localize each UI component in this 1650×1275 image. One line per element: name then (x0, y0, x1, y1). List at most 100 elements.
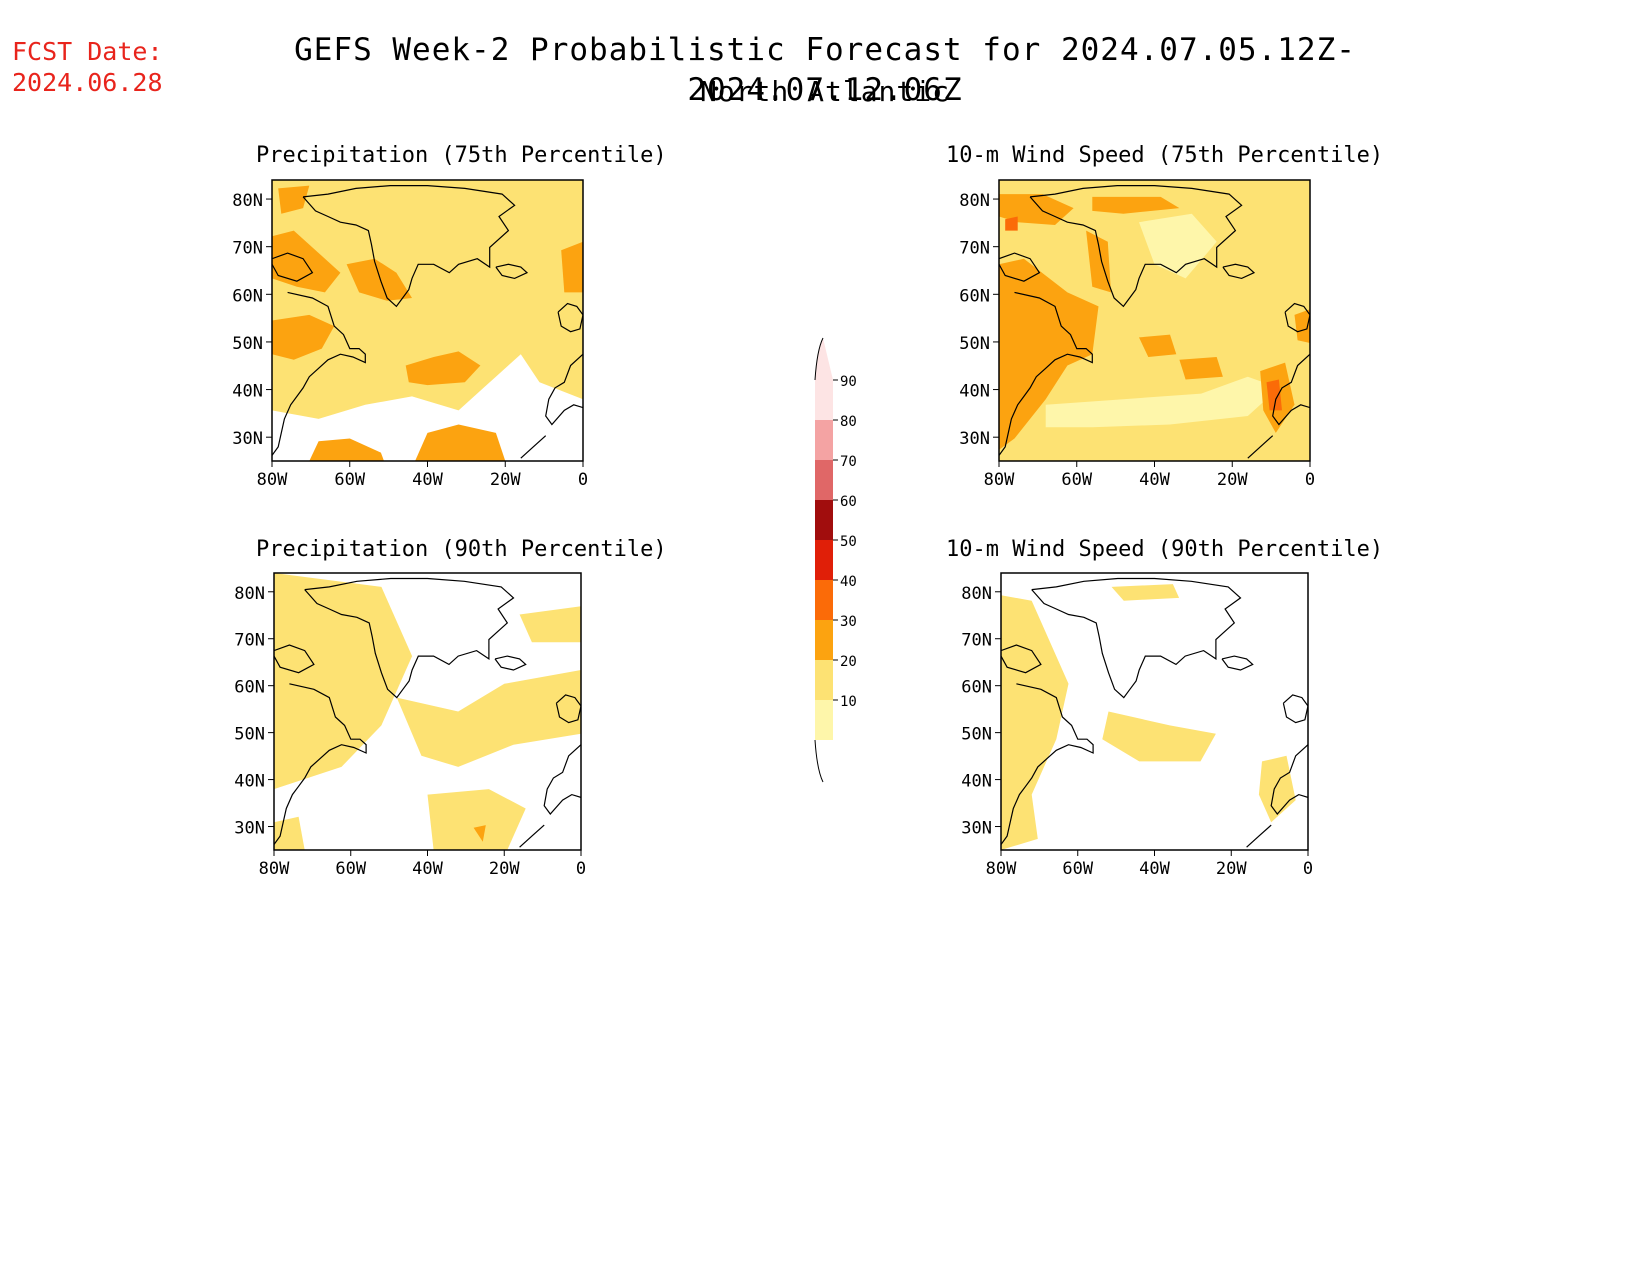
legend-swatch (815, 660, 833, 700)
probability-contour (274, 816, 305, 850)
lon-tick-label: 0 (576, 859, 586, 879)
coastline (1270, 744, 1308, 815)
coastline (1031, 577, 1242, 699)
probability-contour (1005, 216, 1018, 231)
coastline (520, 435, 547, 459)
coastline (543, 744, 581, 815)
coastline (495, 263, 529, 280)
lat-tick-label: 50N (232, 334, 263, 354)
lat-tick-label: 70N (234, 631, 265, 651)
legend-swatch (815, 580, 833, 620)
lat-tick-label: 60N (961, 678, 992, 698)
probability-contour (405, 351, 481, 386)
coastlines (274, 577, 581, 848)
probability-contour (427, 789, 526, 850)
forecast-date-label: FCST Date: 2024.06.28 (12, 36, 163, 98)
lon-tick-label: 0 (1305, 470, 1315, 490)
legend-swatch (815, 620, 833, 660)
probability-contour (1001, 628, 1032, 665)
lon-tick-label: 80W (986, 859, 1017, 879)
coastline (557, 302, 583, 333)
coastline (1246, 824, 1272, 848)
coastline (302, 185, 516, 308)
probability-contour (1179, 357, 1223, 380)
lon-tick-label: 0 (1303, 859, 1313, 879)
coastline (999, 291, 1093, 456)
lat-tick-label: 60N (234, 678, 265, 698)
probability-contour (309, 438, 384, 461)
probability-contour (272, 230, 341, 293)
probability-contour (473, 825, 486, 842)
lat-tick-label: 30N (232, 429, 263, 449)
probability-fill (272, 180, 583, 461)
lat-tick-label: 40N (232, 382, 263, 402)
lat-tick-label: 50N (234, 725, 265, 745)
lat-tick-label: 80N (961, 584, 992, 604)
coastline (1282, 694, 1308, 724)
lon-tick-label: 60W (1062, 859, 1093, 879)
lat-tick-label: 30N (961, 819, 992, 839)
legend-swatch (815, 420, 833, 460)
lon-tick-label: 0 (578, 470, 588, 490)
lat-tick-label: 30N (234, 819, 265, 839)
coastline (272, 252, 314, 282)
probability-contour (396, 670, 581, 767)
coastline (1247, 435, 1274, 459)
probability-contour (999, 258, 1099, 450)
legend-label: 30 (840, 614, 857, 630)
lat-tick-label: 40N (959, 382, 990, 402)
page-title: GEFS Week-2 Probabilistic Forecast for 2… (294, 32, 1356, 108)
coastline (494, 655, 527, 671)
lat-tick-label: 50N (959, 334, 990, 354)
lon-tick-label: 80W (257, 470, 288, 490)
legend-label: 40 (840, 574, 857, 590)
panel-title-wind-90: 10-m Wind Speed (90th Percentile) (946, 537, 1384, 562)
probability-contour (1266, 379, 1282, 411)
legend-swatch (815, 460, 833, 500)
lon-tick-label: 40W (1139, 859, 1170, 879)
probability-contour (1294, 309, 1310, 343)
probability-contour (1139, 213, 1217, 279)
legend-swatch (815, 700, 833, 740)
probability-contour (1045, 376, 1279, 428)
coastline (545, 353, 583, 426)
lat-tick-label: 30N (959, 429, 990, 449)
lon-tick-label: 20W (489, 859, 520, 879)
coastline (1221, 655, 1254, 671)
legend-swatch (815, 500, 833, 540)
lon-tick-label: 20W (1216, 859, 1247, 879)
lon-tick-label: 60W (335, 859, 366, 879)
fcst-date: 2024.06.28 (12, 68, 163, 97)
color-legend: 90 80 70 60 50 40 30 20 10 (814, 337, 857, 783)
lat-tick-label: 70N (232, 239, 263, 259)
legend-label: 80 (840, 414, 857, 430)
lat-tick-label: 60N (232, 286, 263, 306)
legend-label: 90 (840, 374, 857, 390)
legend-label: 70 (840, 454, 857, 470)
probability-contour (1258, 755, 1296, 823)
probability-contour (1086, 230, 1111, 293)
probability-contour (561, 241, 583, 293)
legend-label: 60 (840, 494, 857, 510)
lon-tick-label: 40W (412, 859, 443, 879)
probability-contour (346, 258, 412, 301)
coastlines (1001, 577, 1308, 848)
coastline (519, 824, 545, 848)
coastline (304, 577, 515, 699)
map-panel: 80N 70N 60N 50N 40N 30N 80W 60W 40W 20W 0 (232, 179, 588, 490)
coastline (1001, 683, 1094, 845)
lat-tick-label: 80N (234, 584, 265, 604)
probability-fill (274, 573, 581, 850)
legend-swatch (815, 380, 833, 420)
lon-tick-label: 20W (490, 470, 521, 490)
lon-tick-label: 60W (1061, 470, 1092, 490)
fcst-label: FCST Date: (12, 37, 163, 66)
probability-contour (1102, 711, 1216, 762)
coastline (274, 683, 367, 845)
lon-tick-label: 80W (984, 470, 1015, 490)
legend-swatch (815, 540, 833, 580)
coastlines (272, 185, 583, 459)
probability-contour (415, 424, 506, 461)
probability-contour (274, 573, 413, 790)
coastline (272, 291, 366, 456)
